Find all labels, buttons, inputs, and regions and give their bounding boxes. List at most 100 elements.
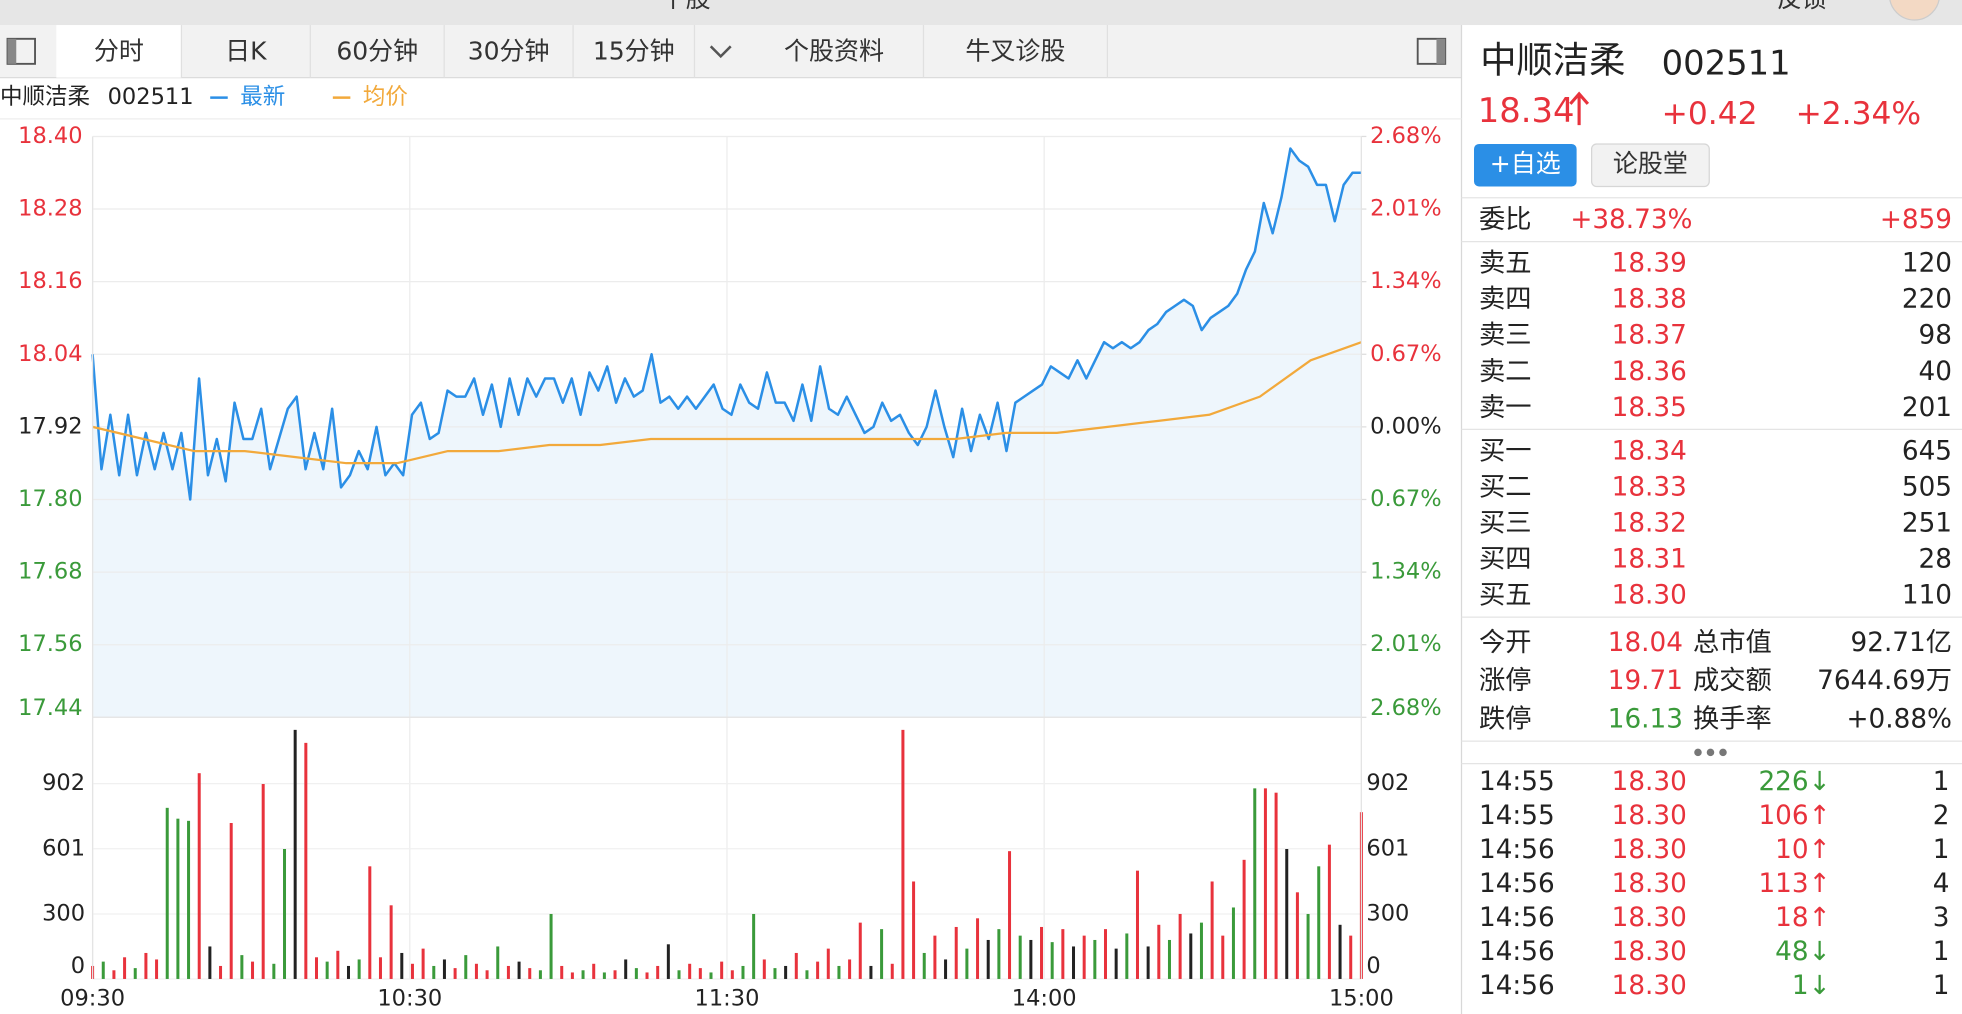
add-button[interactable] [1474, 143, 1577, 187]
volume-bar [944, 959, 948, 979]
expand-dot[interactable] [1706, 748, 1715, 757]
volume-bar [848, 959, 852, 979]
volume-bar [1242, 859, 1246, 979]
volume-bar [208, 946, 212, 979]
volume-bar [176, 818, 180, 979]
level-price: 18.35 [1612, 393, 1687, 423]
volume-bar [1306, 913, 1310, 979]
volume-bar [378, 957, 382, 979]
volume-bar [357, 959, 361, 979]
volume-bar [624, 959, 628, 979]
volume-bar [442, 959, 446, 979]
volume-bar [602, 972, 606, 979]
y-tick-label: 17.68 [18, 559, 82, 585]
tab-bar [0, 25, 1462, 78]
tab[interactable]: 60分钟 [336, 37, 418, 66]
tab-selected-bg [56, 25, 182, 78]
more-tabs[interactable] [709, 45, 732, 59]
avatar[interactable] [1889, 0, 1940, 21]
tab[interactable]: 分时 [94, 37, 144, 66]
trade-count: 3 [1933, 903, 1950, 933]
volume-bar [1221, 935, 1225, 979]
volume-bar [229, 823, 233, 979]
volume-bar [1285, 848, 1289, 979]
volume-bar [1317, 866, 1321, 979]
volume-bar [1338, 924, 1342, 979]
volume-bar [506, 965, 510, 979]
y2-tick-label: 0.00% [1370, 413, 1442, 439]
volume-bar [976, 918, 980, 979]
sidebar-toggle-fill [7, 38, 17, 64]
volume-bar [496, 946, 500, 979]
price-line [92, 341, 1362, 465]
expand-dot[interactable] [1719, 748, 1727, 757]
y2-tick-label: 0.67% [1370, 486, 1442, 512]
x-tick-label: 09:30 [60, 985, 125, 1011]
volume-bar [538, 970, 542, 979]
volume-bar [346, 965, 350, 979]
trade-price: 18.30 [1612, 937, 1687, 967]
trade-time: 14:56 [1479, 903, 1555, 933]
level-volume: 201 [1902, 393, 1952, 423]
volume-bar [1210, 881, 1214, 979]
ratio-diff: +859 [1880, 205, 1952, 235]
quote-change: +0.42 [1662, 96, 1758, 132]
y-tick-label: 17.80 [18, 486, 82, 512]
volume-bar [752, 913, 756, 979]
y2-tick-label: 2.68% [1370, 695, 1442, 721]
y2-tick-label: 2.68% [1370, 123, 1442, 149]
volume-bar [187, 820, 191, 979]
stat-label: 换手率 [1693, 704, 1772, 734]
stat-label: 跌停 [1479, 704, 1532, 734]
level-volume: 110 [1902, 581, 1952, 611]
quote-change-pct: +2.34% [1796, 96, 1922, 132]
volume-bar [165, 807, 169, 979]
volume-bar [1178, 913, 1182, 979]
tab[interactable]: 个股资料 [784, 37, 884, 66]
volume-bar [283, 848, 287, 979]
y-tick-label: 0 [71, 953, 85, 979]
tab[interactable]: 日K [225, 37, 267, 66]
volume-bar [112, 970, 116, 979]
level-price: 18.32 [1612, 509, 1687, 539]
forum-button-label: 论股堂 [1613, 149, 1688, 178]
volume-bar [1189, 933, 1193, 979]
level-price: 18.33 [1612, 472, 1687, 502]
level-volume: 40 [1919, 357, 1952, 387]
y2-tick-label: 2.01% [1370, 196, 1442, 222]
stock-code: 002511 [108, 84, 194, 110]
forum-button[interactable] [1590, 143, 1710, 188]
tab[interactable]: 15分钟 [593, 37, 675, 66]
volume-bar [805, 970, 809, 979]
level-price: 18.36 [1612, 357, 1687, 387]
volume-bar [1199, 922, 1203, 979]
volume-bar [837, 965, 841, 979]
volume-bar [922, 952, 926, 979]
volume-bar [219, 965, 223, 979]
volume-bar [144, 952, 148, 979]
stat-value: 92.71亿 [1851, 628, 1952, 658]
level-volume: 505 [1902, 472, 1952, 502]
volume-bar [933, 935, 937, 979]
volume-bar [123, 957, 127, 979]
trade-time: 14:56 [1479, 869, 1555, 899]
y2-tick-label: 1.34% [1370, 559, 1442, 585]
quote-code: 002511 [1662, 44, 1791, 83]
volume-bar [666, 944, 670, 979]
x-tick-label: 10:30 [377, 985, 442, 1011]
x-tick-label: 14:00 [1012, 985, 1077, 1011]
volume-bar [464, 955, 468, 979]
level-price: 18.31 [1612, 545, 1687, 575]
volume-bar [549, 913, 553, 979]
level-label: 卖三 [1479, 321, 1532, 351]
ratio-label: 委比 [1479, 205, 1532, 235]
level-volume: 98 [1919, 321, 1952, 351]
tab[interactable]: 30分钟 [468, 37, 550, 66]
expand-dot[interactable] [1694, 748, 1702, 757]
volume-bar [432, 965, 436, 979]
tab[interactable]: 牛叉诊股 [965, 37, 1065, 66]
volume-bar [314, 957, 319, 979]
volume-bar [336, 950, 340, 979]
volume-bar [197, 773, 201, 979]
y-tick-label: 300 [42, 900, 85, 926]
